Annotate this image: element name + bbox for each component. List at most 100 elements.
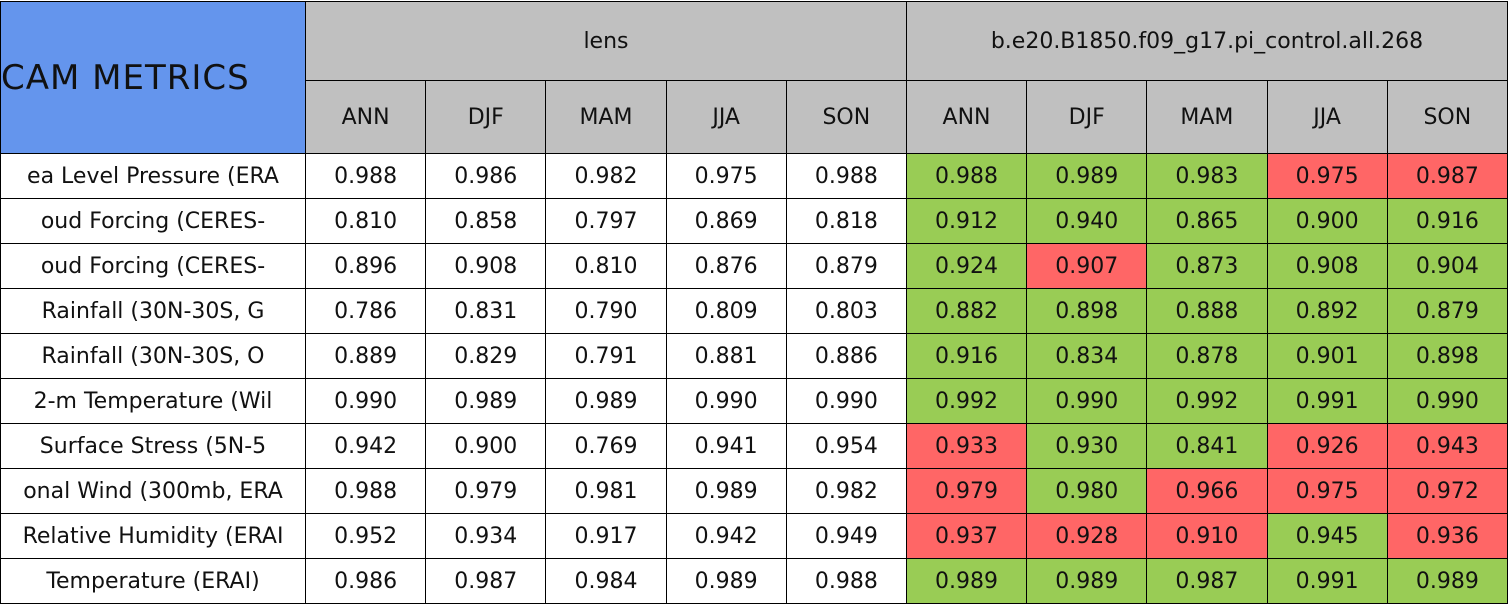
metric-cell: 0.892 xyxy=(1266,288,1388,334)
data-row: 2-m Temperature (Wil 0.990 0.989 0.989 0.990… xyxy=(0,378,1509,424)
metric-cell: 0.984 xyxy=(545,558,667,604)
metric-cell: 0.987 xyxy=(1146,558,1268,604)
metric-cell: 0.882 xyxy=(905,288,1028,334)
metric-cell: 0.937 xyxy=(905,513,1028,559)
table-title: CAM METRICS xyxy=(0,1,306,154)
season-header: JJA xyxy=(665,80,787,154)
metric-cell: 0.975 xyxy=(665,153,787,199)
metric-cell: 0.831 xyxy=(425,288,547,334)
metric-cell: 0.876 xyxy=(665,243,787,289)
row-label: Rainfall (30N-30S, O xyxy=(0,333,306,379)
metric-cell: 0.786 xyxy=(304,288,427,334)
metric-cell: 0.810 xyxy=(545,243,667,289)
metric-cell: 0.936 xyxy=(1386,513,1509,559)
metric-cell: 0.912 xyxy=(905,198,1028,244)
metric-cell: 0.979 xyxy=(905,468,1028,514)
metric-cell: 0.988 xyxy=(785,153,907,199)
metric-cell: 0.940 xyxy=(1026,198,1148,244)
metric-cell: 0.989 xyxy=(665,468,787,514)
metric-cell: 0.988 xyxy=(304,468,427,514)
metric-cell: 0.924 xyxy=(905,243,1028,289)
row-label: oud Forcing (CERES- xyxy=(0,198,306,244)
metric-cell: 0.943 xyxy=(1386,423,1509,469)
metric-cell: 0.986 xyxy=(425,153,547,199)
data-row: Rainfall (30N-30S, O 0.889 0.829 0.791 0.881… xyxy=(0,333,1509,379)
metric-cell: 0.797 xyxy=(545,198,667,244)
metric-cell: 0.987 xyxy=(1386,153,1509,199)
season-header: JJA xyxy=(1266,80,1388,154)
metric-cell: 0.934 xyxy=(425,513,547,559)
metric-cell: 0.829 xyxy=(425,333,547,379)
metric-cell: 0.878 xyxy=(1146,333,1268,379)
metric-cell: 0.865 xyxy=(1146,198,1268,244)
row-label: ea Level Pressure (ERA xyxy=(0,153,306,199)
metric-cell: 0.942 xyxy=(665,513,787,559)
metric-cell: 0.898 xyxy=(1026,288,1148,334)
metric-cell: 0.896 xyxy=(304,243,427,289)
metric-cell: 0.928 xyxy=(1026,513,1148,559)
season-header: MAM xyxy=(1146,80,1268,154)
metric-cell: 0.917 xyxy=(545,513,667,559)
metric-cell: 0.981 xyxy=(545,468,667,514)
row-label: oud Forcing (CERES- xyxy=(0,243,306,289)
group-header: b.e20.B1850.f09_g17.pi_control.all.268 xyxy=(905,1,1509,81)
metric-cell: 0.945 xyxy=(1266,513,1388,559)
group-header-row: CAM METRICS lens b.e20.B1850.f09_g17.pi_co… xyxy=(0,1,1509,154)
metric-cell: 0.769 xyxy=(545,423,667,469)
metric-cell: 0.980 xyxy=(1026,468,1148,514)
metric-cell: 0.990 xyxy=(1386,378,1509,424)
metric-cell: 0.989 xyxy=(1026,558,1148,604)
metric-cell: 0.986 xyxy=(304,558,427,604)
metric-cell: 0.990 xyxy=(785,378,907,424)
metric-cell: 0.972 xyxy=(1386,468,1509,514)
metric-cell: 0.907 xyxy=(1026,243,1148,289)
metric-cell: 0.992 xyxy=(1146,378,1268,424)
season-header: ANN xyxy=(304,80,427,154)
metric-cell: 0.858 xyxy=(425,198,547,244)
metric-cell: 0.834 xyxy=(1026,333,1148,379)
metric-cell: 0.982 xyxy=(545,153,667,199)
group-header: lens xyxy=(305,1,907,81)
metric-cell: 0.975 xyxy=(1266,153,1388,199)
row-label: Temperature (ERAI) xyxy=(0,558,306,604)
metric-cell: 0.790 xyxy=(545,288,667,334)
metric-cell: 0.818 xyxy=(785,198,907,244)
row-label: Rainfall (30N-30S, G xyxy=(0,288,306,334)
metric-cell: 0.926 xyxy=(1266,423,1388,469)
metric-cell: 0.879 xyxy=(1386,288,1509,334)
metric-cell: 0.908 xyxy=(425,243,547,289)
metric-cell: 0.975 xyxy=(1266,468,1388,514)
metric-cell: 0.916 xyxy=(1386,198,1509,244)
metric-cell: 0.889 xyxy=(304,333,427,379)
metric-cell: 0.879 xyxy=(785,243,907,289)
data-row: ea Level Pressure (ERA 0.988 0.986 0.982 0.9… xyxy=(0,153,1509,199)
row-label: Relative Humidity (ERAI xyxy=(0,513,306,559)
metric-cell: 0.988 xyxy=(304,153,427,199)
metric-cell: 0.901 xyxy=(1266,333,1388,379)
metric-cell: 0.966 xyxy=(1146,468,1268,514)
metric-cell: 0.916 xyxy=(905,333,1028,379)
data-row: oud Forcing (CERES- 0.810 0.858 0.797 0.869 0… xyxy=(0,198,1509,244)
metric-cell: 0.933 xyxy=(905,423,1028,469)
metric-cell: 0.888 xyxy=(1146,288,1268,334)
data-row: Surface Stress (5N-5 0.942 0.900 0.769 0.941… xyxy=(0,423,1509,469)
season-header-row: ANN DJF MAM JJA SON ANN DJF MAM JJA SON xyxy=(1,80,1509,154)
data-row: onal Wind (300mb, ERA 0.988 0.979 0.981 0.98… xyxy=(0,468,1509,514)
metric-cell: 0.988 xyxy=(905,153,1028,199)
metric-cell: 0.983 xyxy=(1146,153,1268,199)
metric-cell: 0.989 xyxy=(1026,153,1148,199)
season-header: DJF xyxy=(425,80,547,154)
metric-cell: 0.803 xyxy=(785,288,907,334)
metric-cell: 0.992 xyxy=(905,378,1028,424)
metric-cell: 0.982 xyxy=(785,468,907,514)
metric-cell: 0.886 xyxy=(785,333,907,379)
metric-cell: 0.900 xyxy=(425,423,547,469)
metric-cell: 0.990 xyxy=(665,378,787,424)
metric-cell: 0.990 xyxy=(304,378,427,424)
data-row: Rainfall (30N-30S, G 0.786 0.831 0.790 0.809… xyxy=(0,288,1509,334)
metric-cell: 0.989 xyxy=(545,378,667,424)
metric-cell: 0.989 xyxy=(905,558,1028,604)
season-header: ANN xyxy=(905,80,1028,154)
